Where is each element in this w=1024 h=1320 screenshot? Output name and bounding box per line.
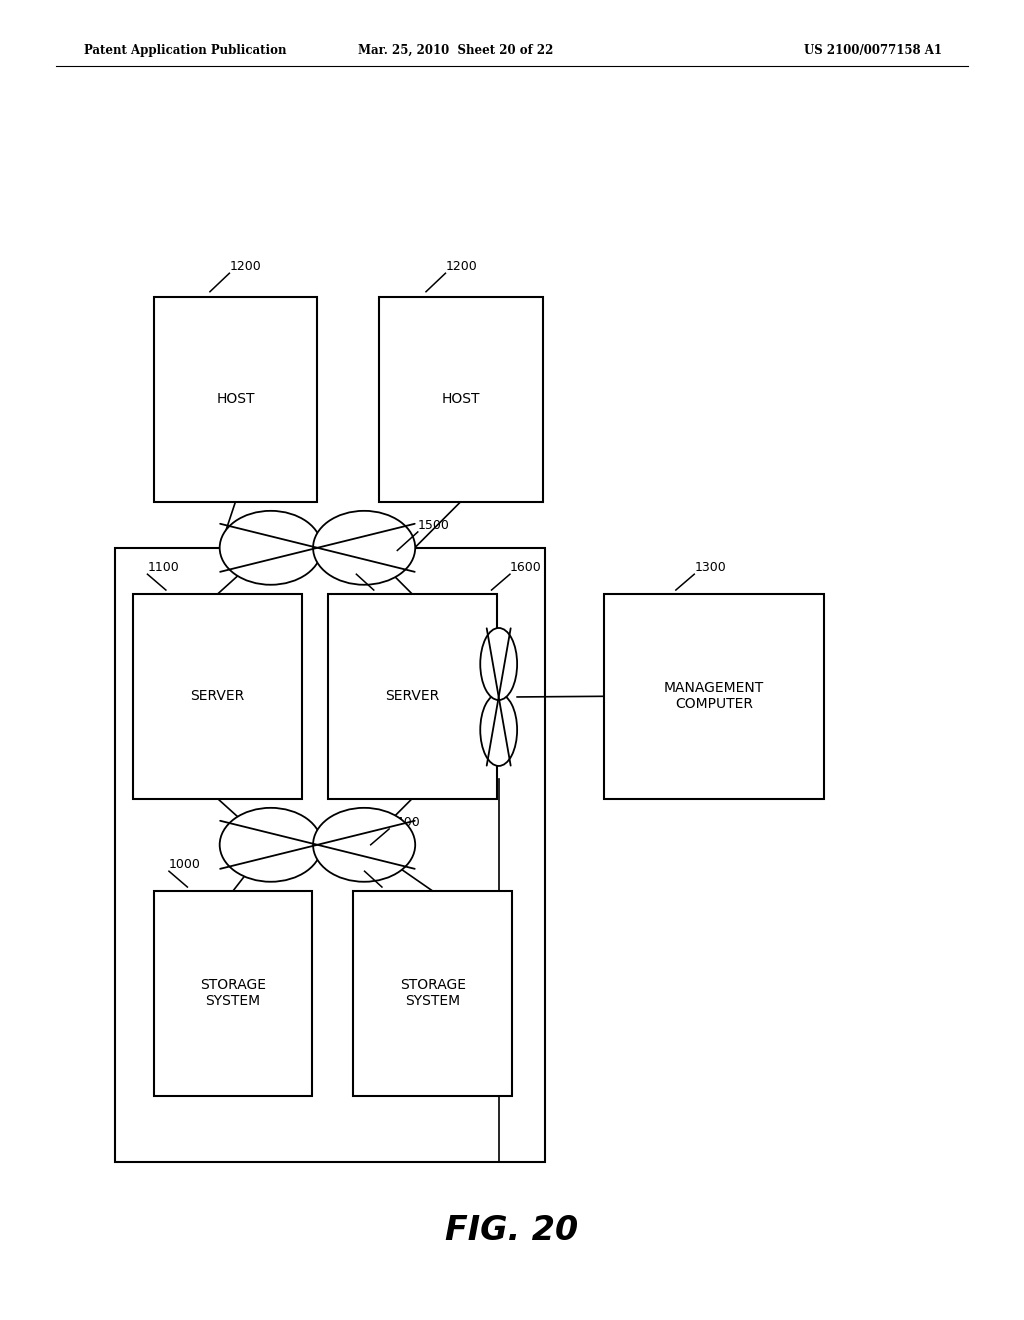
Text: SERVER: SERVER [190, 689, 245, 704]
Text: 1400: 1400 [389, 816, 421, 829]
Text: 1200: 1200 [229, 260, 261, 273]
Text: 1000: 1000 [169, 858, 201, 871]
Bar [353, 891, 512, 1096]
Text: STORAGE
SYSTEM: STORAGE SYSTEM [200, 978, 266, 1008]
Text: MANAGEMENT
COMPUTER: MANAGEMENT COMPUTER [665, 681, 764, 711]
Text: FIG. 20: FIG. 20 [445, 1214, 579, 1246]
Text: HOST: HOST [441, 392, 480, 407]
Ellipse shape [480, 694, 517, 766]
Text: Mar. 25, 2010  Sheet 20 of 22: Mar. 25, 2010 Sheet 20 of 22 [358, 44, 553, 57]
Bar [133, 594, 302, 799]
Text: 1500: 1500 [418, 519, 450, 532]
Ellipse shape [220, 511, 322, 585]
Text: HOST: HOST [216, 392, 255, 407]
Text: Patent Application Publication: Patent Application Publication [84, 44, 287, 57]
Text: 1000: 1000 [365, 858, 396, 871]
Text: 1100: 1100 [147, 561, 179, 574]
Ellipse shape [313, 808, 415, 882]
Bar [115, 548, 545, 1162]
Bar [328, 594, 497, 799]
Text: US 2100/0077158 A1: US 2100/0077158 A1 [804, 44, 942, 57]
Bar [379, 297, 543, 502]
Ellipse shape [220, 808, 322, 882]
Bar [154, 297, 317, 502]
Bar [154, 891, 312, 1096]
Text: 1300: 1300 [694, 561, 726, 574]
Text: 1600: 1600 [510, 561, 542, 574]
Ellipse shape [480, 628, 517, 700]
Ellipse shape [313, 511, 415, 585]
Text: 1100: 1100 [356, 561, 388, 574]
Text: 1200: 1200 [445, 260, 477, 273]
Bar [604, 594, 824, 799]
Text: STORAGE
SYSTEM: STORAGE SYSTEM [399, 978, 466, 1008]
Text: SERVER: SERVER [385, 689, 439, 704]
